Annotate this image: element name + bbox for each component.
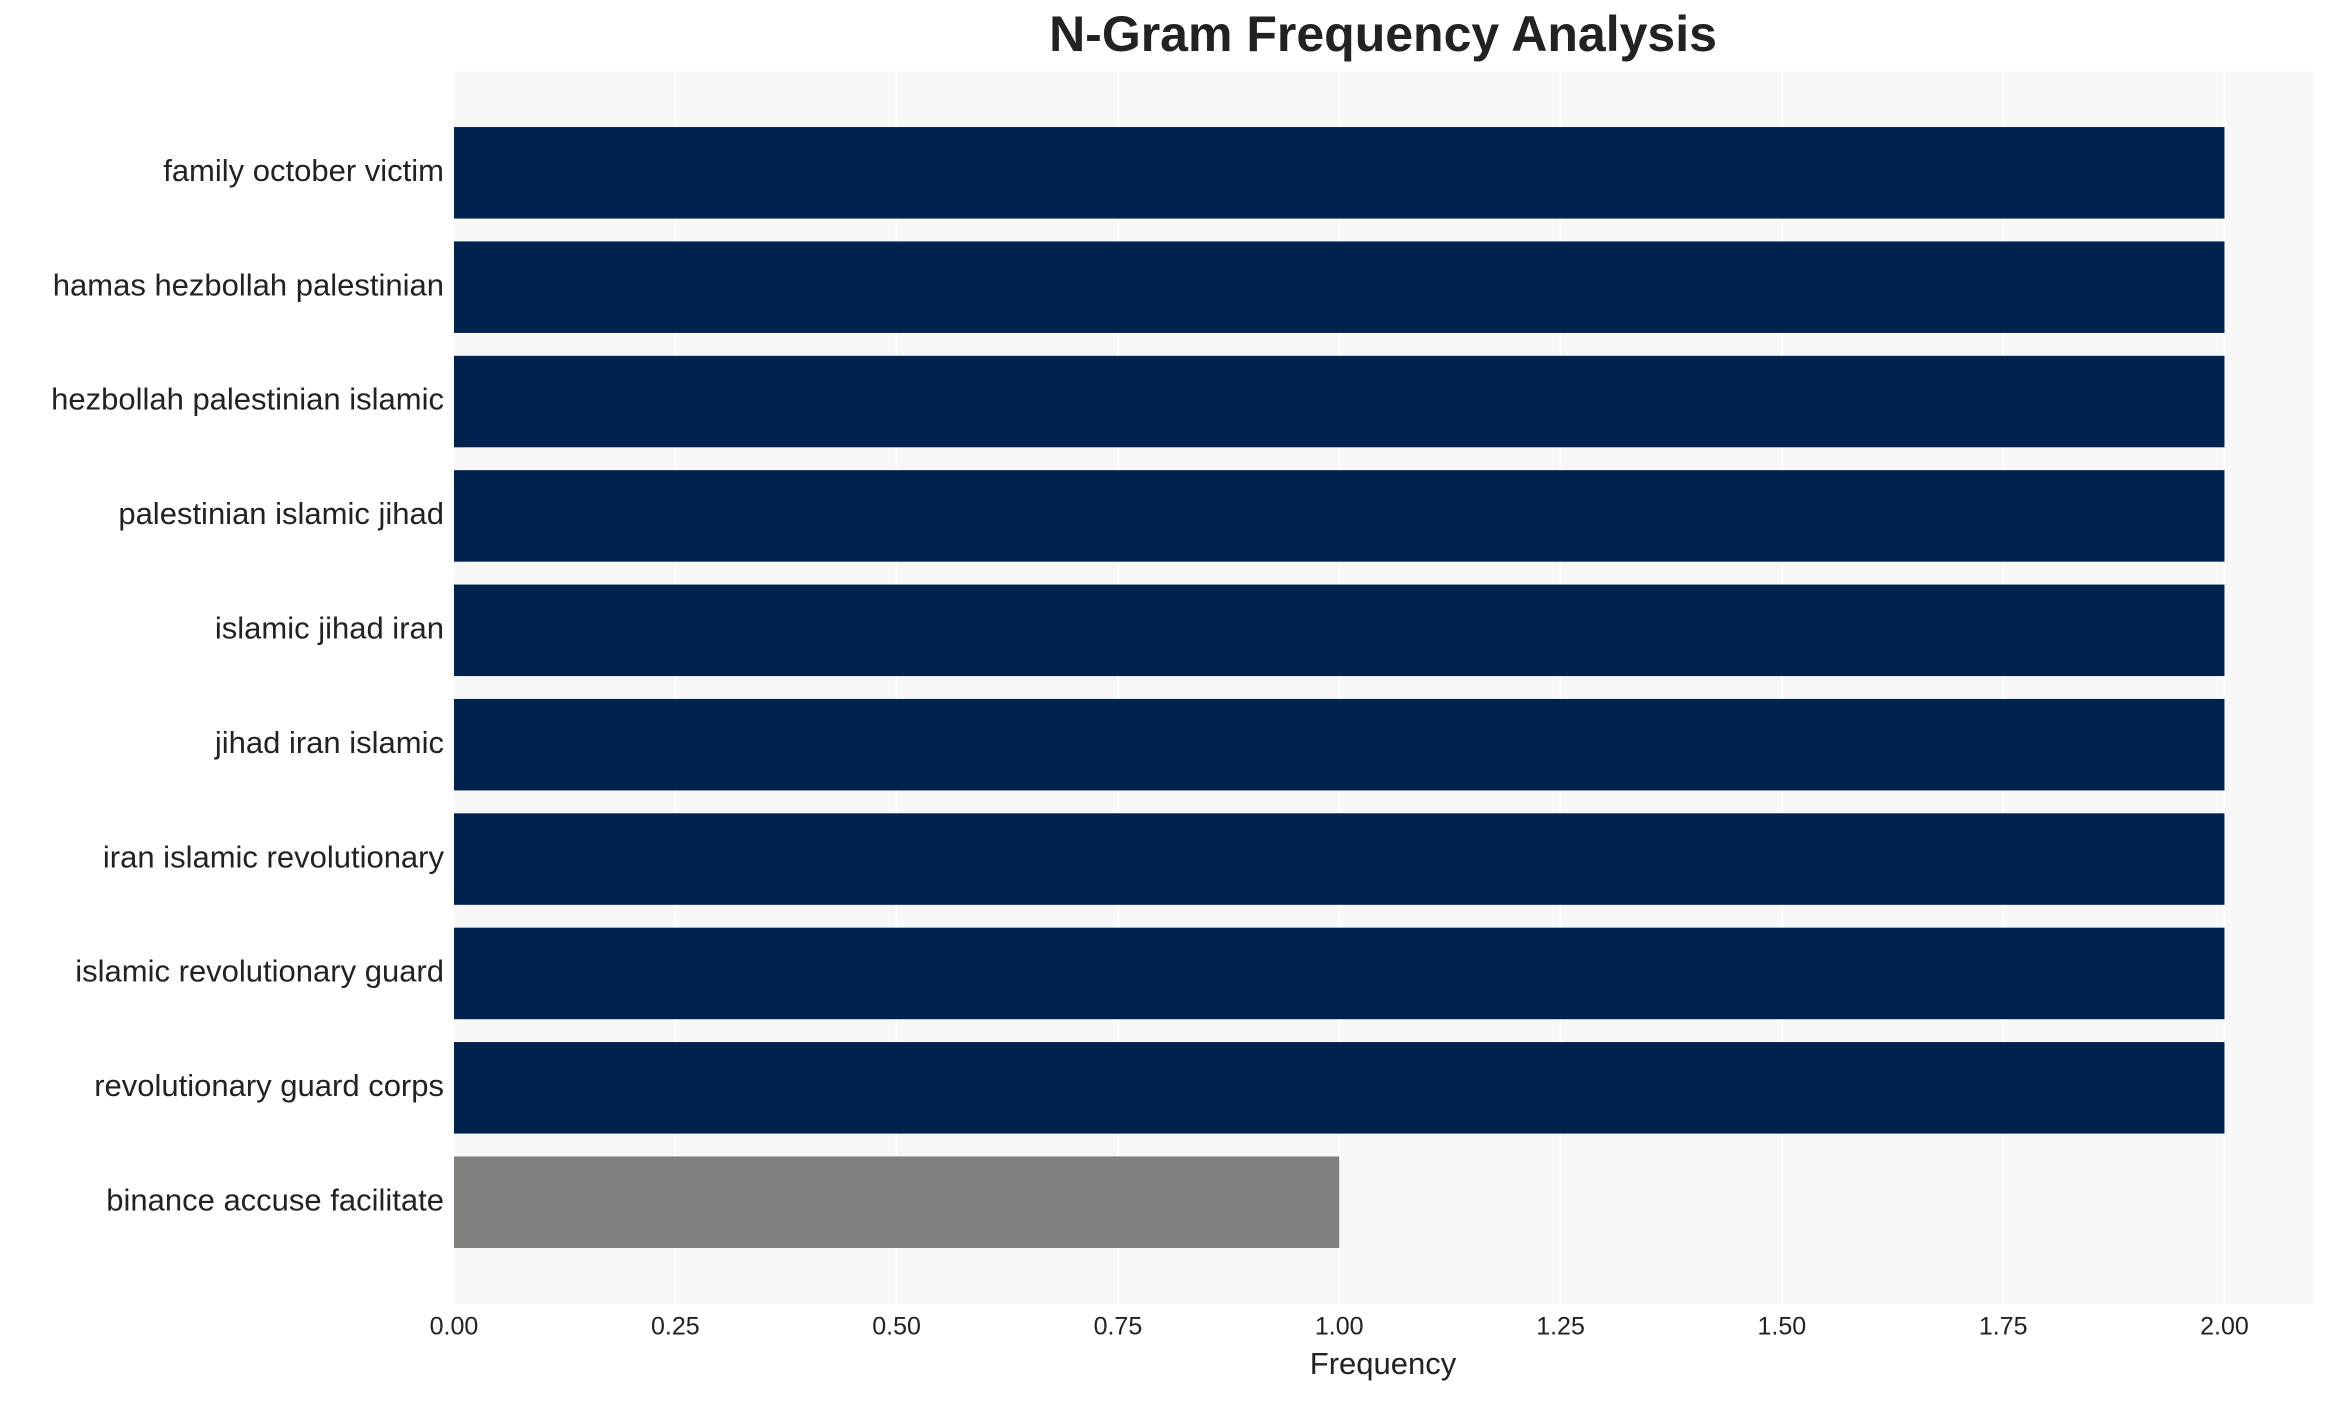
bar xyxy=(454,813,2225,905)
x-tick-label: 0.50 xyxy=(872,1313,921,1341)
x-tick-label: 1.75 xyxy=(1979,1313,2028,1341)
bar xyxy=(454,241,2225,333)
x-tick-label: 0.25 xyxy=(651,1313,700,1341)
x-axis-label: Frequency xyxy=(1310,1346,1457,1381)
x-tick-label: 0.00 xyxy=(430,1313,479,1341)
y-tick-label: binance accuse facilitate xyxy=(106,1182,444,1217)
x-tick-label: 1.50 xyxy=(1758,1313,1807,1341)
x-tick-label: 1.25 xyxy=(1536,1313,1585,1341)
y-tick-label: islamic jihad iran xyxy=(215,610,444,645)
bar xyxy=(454,698,2225,791)
bar xyxy=(454,127,2225,219)
y-tick-label: hamas hezbollah palestinian xyxy=(53,267,444,302)
y-tick-label: islamic revolutionary guard xyxy=(75,954,444,989)
y-tick-label: palestinian islamic jihad xyxy=(118,496,444,531)
bar xyxy=(454,1042,2225,1134)
y-tick-label: family october victim xyxy=(163,153,444,188)
x-tick-label: 2.00 xyxy=(2200,1313,2249,1341)
y-tick-label: jihad iran islamic xyxy=(214,725,444,760)
y-tick-label: hezbollah palestinian islamic xyxy=(51,382,444,417)
bar xyxy=(454,355,2225,448)
x-tick-label: 1.00 xyxy=(1315,1313,1364,1341)
bar xyxy=(454,584,2225,677)
chart-title: N-Gram Frequency Analysis xyxy=(1049,6,1717,62)
y-tick-label: iran islamic revolutionary xyxy=(103,839,445,874)
bar xyxy=(454,1156,1340,1248)
bar xyxy=(454,927,2225,1020)
bar xyxy=(454,470,2225,562)
x-tick-label: 0.75 xyxy=(1094,1313,1143,1341)
y-tick-label: revolutionary guard corps xyxy=(94,1068,444,1103)
